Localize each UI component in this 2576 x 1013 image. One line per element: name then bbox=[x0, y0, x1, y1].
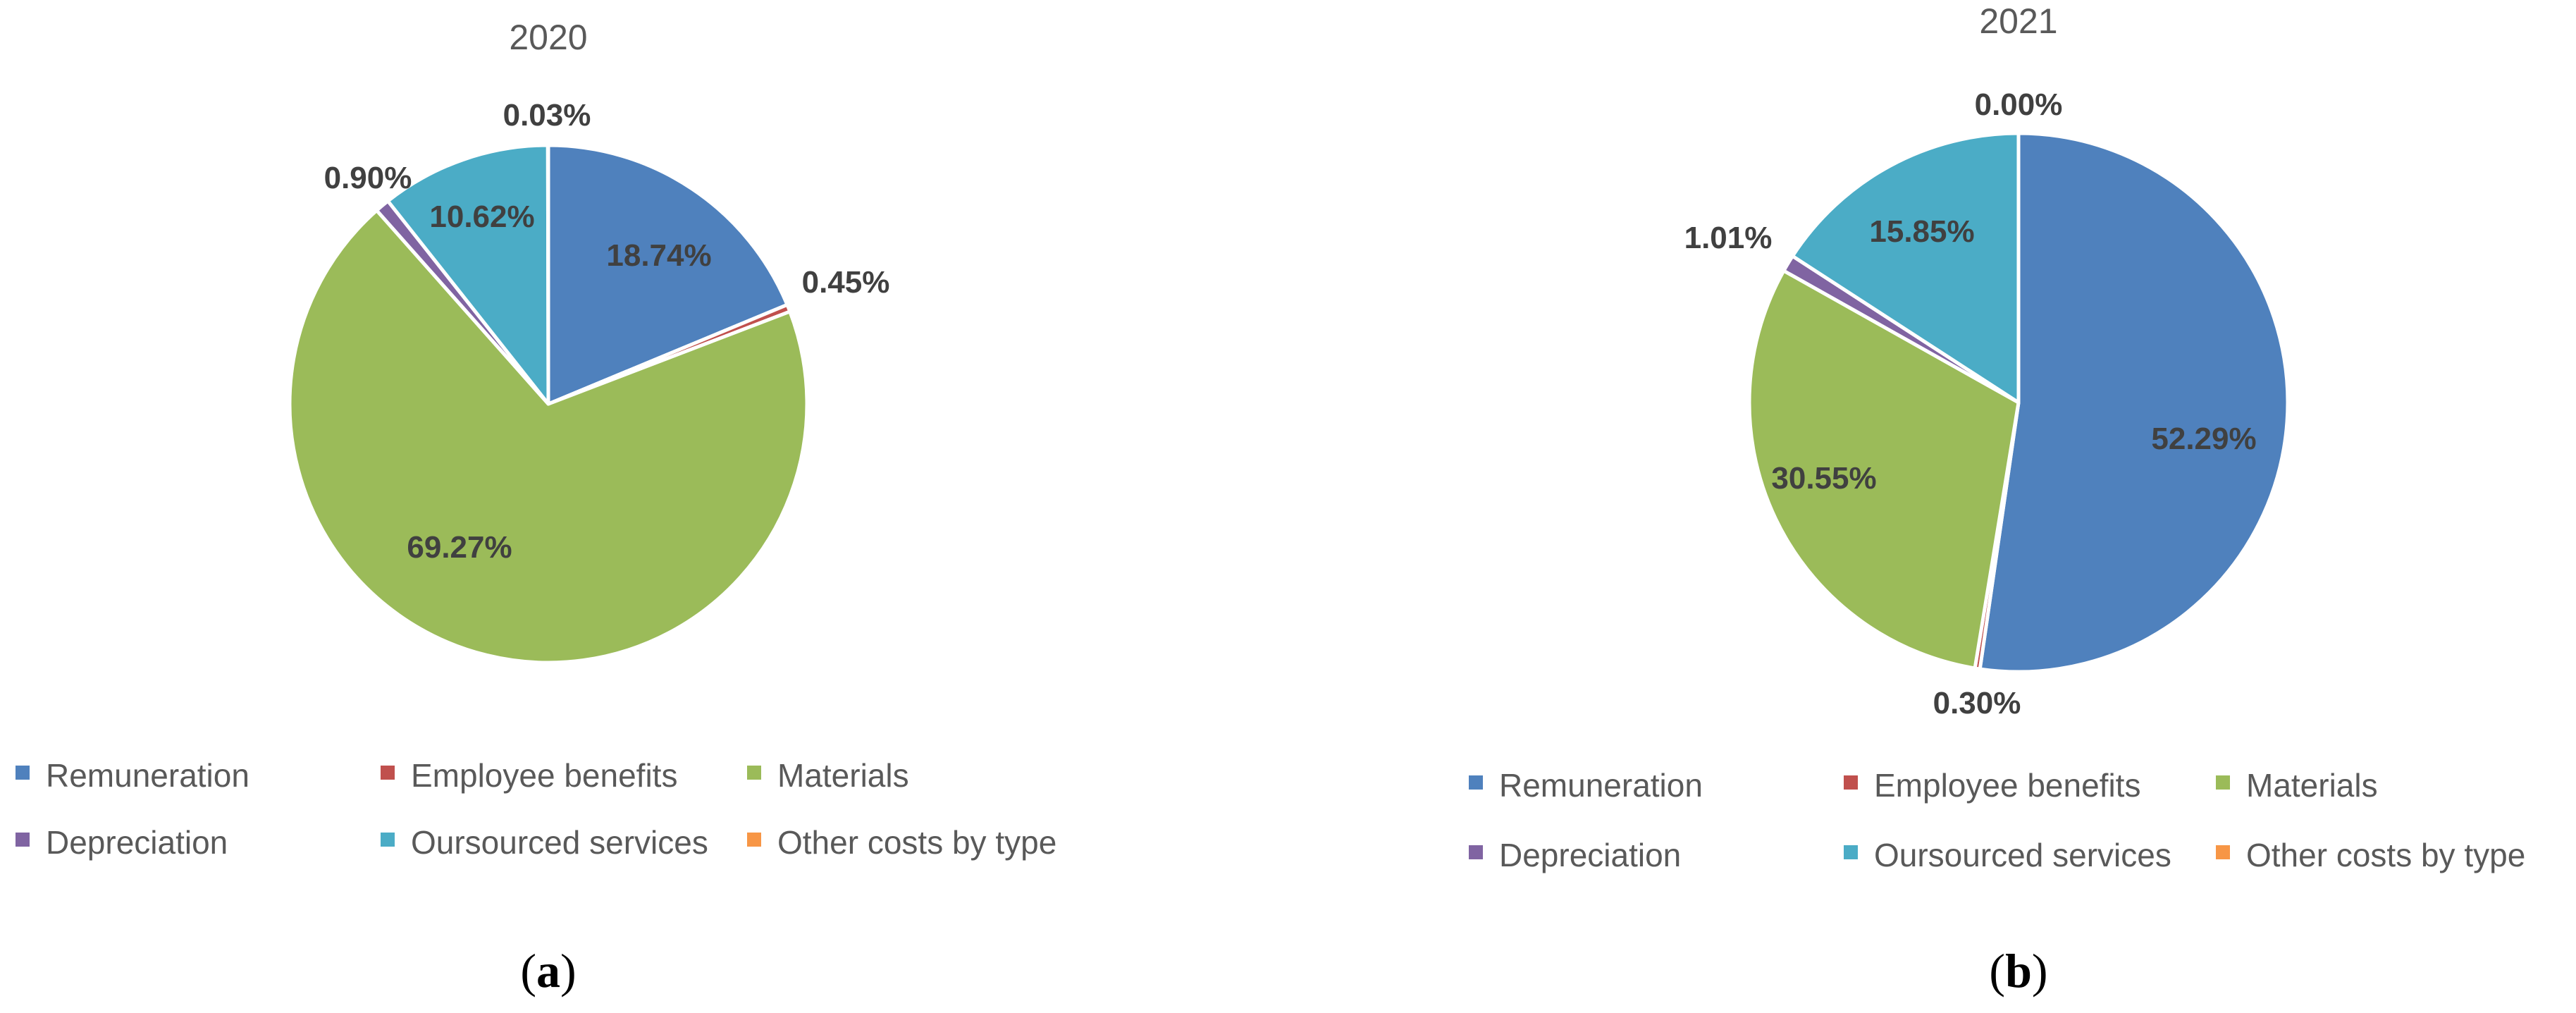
data-label-remuneration: 52.29% bbox=[2151, 422, 2256, 456]
legend-item-materials: Materials bbox=[2216, 767, 2378, 804]
legend-item-employee-benefits: Employee benefits bbox=[381, 757, 677, 794]
caption-letter: a bbox=[536, 944, 560, 997]
data-label-oursourced-services: 15.85% bbox=[1869, 214, 1974, 249]
data-label-remuneration: 18.74% bbox=[606, 238, 711, 273]
legend-item-oursourced-services: Oursourced services bbox=[381, 824, 708, 861]
legend-swatch bbox=[747, 766, 761, 780]
data-label-employee-benefits: 0.45% bbox=[802, 265, 890, 300]
pie-slice-remuneration bbox=[546, 143, 789, 406]
data-label-employee-benefits: 0.30% bbox=[1933, 686, 2021, 720]
pie-data-labels: 18.74% 0.45% 69.27% 0.90% 10.62% 0.03% bbox=[324, 98, 890, 565]
legend-item-employee-benefits: Employee benefits bbox=[1844, 767, 2140, 804]
legend: Remuneration Employee benefits Materials De… bbox=[16, 757, 1056, 861]
chart-title: 2021 bbox=[1979, 1, 2057, 41]
legend-swatch bbox=[1844, 845, 1858, 859]
pie-data-labels: 52.29% 0.30% 30.55% 1.01% 15.85% 0.00% bbox=[1684, 87, 2257, 720]
legend-label: Other costs by type bbox=[2246, 837, 2525, 873]
legend-swatch bbox=[1469, 775, 1483, 790]
legend-label: Remuneration bbox=[1499, 767, 1703, 804]
legend-label: Remuneration bbox=[46, 757, 249, 794]
legend-swatch bbox=[747, 833, 761, 847]
pie-chart-2020: 2020 18.74% 0.45% 69.27% 0.90% 10.62% 0.03% R… bbox=[16, 18, 1056, 997]
pie-slices bbox=[1747, 131, 2290, 674]
legend-item-depreciation: Depreciation bbox=[1469, 837, 1681, 873]
pie-slice-materials bbox=[288, 208, 809, 665]
data-label-depreciation: 0.90% bbox=[324, 161, 412, 195]
legend-swatch bbox=[381, 833, 395, 847]
legend-label: Other costs by type bbox=[777, 824, 1056, 861]
legend-label: Oursourced services bbox=[1874, 837, 2171, 873]
legend-item-other-costs-by-type: Other costs by type bbox=[747, 824, 1056, 861]
pie-chart-2021: 2021 52.29% 0.30% 30.55% 1.01% 15.85% 0.00% R… bbox=[1469, 1, 2525, 997]
legend-item-remuneration: Remuneration bbox=[16, 757, 249, 794]
data-label-other-costs-by-type: 0.00% bbox=[1975, 87, 2063, 122]
legend-swatch bbox=[1469, 845, 1483, 859]
pie-slices bbox=[288, 143, 809, 665]
pie-slice-oursourced-services bbox=[386, 143, 550, 406]
legend-label: Depreciation bbox=[46, 824, 228, 861]
chart-title: 2020 bbox=[509, 18, 587, 57]
pie-slice-materials bbox=[1747, 269, 2021, 670]
legend-item-other-costs-by-type: Other costs by type bbox=[2216, 837, 2525, 873]
legend-label: Oursourced services bbox=[411, 824, 708, 861]
data-label-depreciation: 1.01% bbox=[1684, 221, 1773, 255]
legend-label: Employee benefits bbox=[411, 757, 677, 794]
legend-swatch bbox=[16, 766, 30, 780]
legend-item-oursourced-services: Oursourced services bbox=[1844, 837, 2171, 873]
legend-item-depreciation: Depreciation bbox=[16, 824, 228, 861]
legend-label: Materials bbox=[2246, 767, 2378, 804]
subfigure-caption: (b) bbox=[1989, 944, 2047, 997]
data-label-materials: 69.27% bbox=[407, 530, 512, 565]
subfigure-caption: (a) bbox=[520, 944, 576, 997]
pie-slice-oursourced-services bbox=[1790, 131, 2021, 405]
legend-item-remuneration: Remuneration bbox=[1469, 767, 1703, 804]
caption-letter: b bbox=[2005, 944, 2032, 997]
data-label-materials: 30.55% bbox=[1771, 461, 1876, 496]
data-label-other-costs-by-type: 0.03% bbox=[503, 98, 591, 133]
legend-swatch bbox=[1844, 775, 1858, 790]
pie-slice-remuneration bbox=[1978, 131, 2290, 674]
legend-swatch bbox=[2216, 775, 2230, 790]
legend-label: Employee benefits bbox=[1874, 767, 2140, 804]
legend-swatch bbox=[381, 766, 395, 780]
data-label-oursourced-services: 10.62% bbox=[429, 199, 534, 234]
legend-swatch bbox=[2216, 845, 2230, 859]
legend-label: Depreciation bbox=[1499, 837, 1681, 873]
legend-label: Materials bbox=[777, 757, 909, 794]
legend: Remuneration Employee benefits Materials De… bbox=[1469, 767, 2525, 873]
legend-item-materials: Materials bbox=[747, 757, 909, 794]
legend-swatch bbox=[16, 833, 30, 847]
